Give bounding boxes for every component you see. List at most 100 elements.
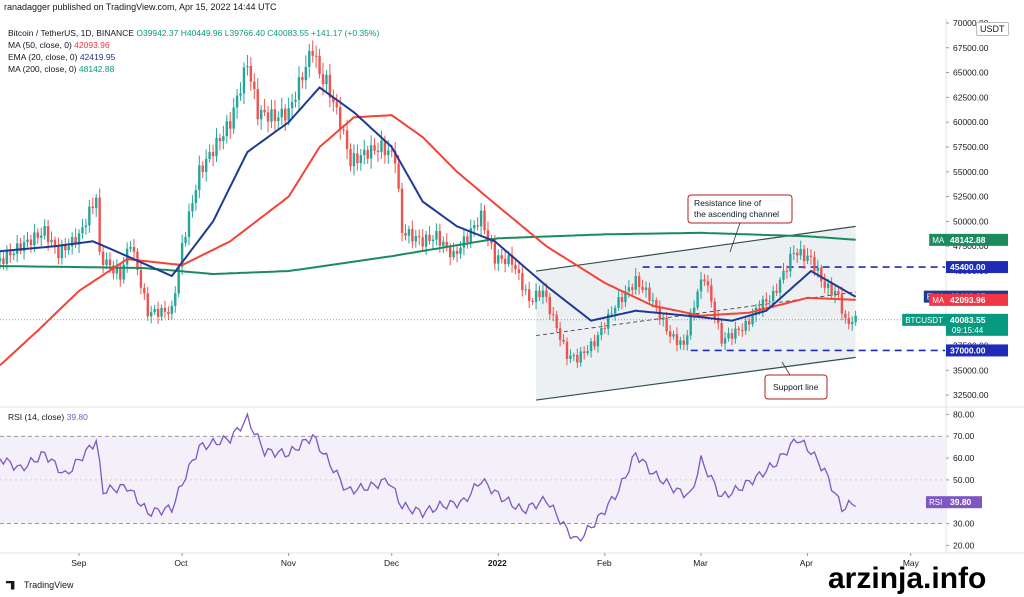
candle-body (9, 251, 12, 256)
candle (318, 48, 321, 79)
candle-body (129, 246, 132, 249)
candle-body (655, 300, 658, 308)
candle (218, 133, 222, 151)
time-tick-label: Apr (800, 558, 813, 568)
candle (12, 250, 15, 261)
candle (747, 315, 751, 332)
candle (603, 322, 607, 334)
candle-body (222, 136, 225, 142)
candle (455, 244, 459, 263)
time-tick-label: Mar (693, 558, 708, 568)
candle (696, 288, 699, 311)
candle-body (294, 99, 297, 102)
rsi-tick-label: 60.00 (953, 453, 975, 463)
candle-body (737, 328, 741, 331)
candle (562, 334, 565, 345)
candle (503, 251, 507, 273)
candle (19, 237, 22, 255)
candle (737, 326, 741, 336)
candle-body (15, 243, 19, 254)
candle (765, 292, 768, 308)
rsi-tick-label: 70.00 (953, 431, 975, 441)
candle-body (40, 235, 43, 238)
candle-body (840, 294, 844, 314)
candle (277, 111, 280, 130)
candle (256, 78, 259, 126)
candle (400, 182, 404, 242)
candle (796, 248, 799, 263)
candle (555, 310, 558, 333)
candle-body (263, 109, 266, 113)
candle (36, 228, 40, 244)
candle-body (311, 50, 314, 56)
candle (844, 310, 847, 324)
price-tick-label: 47500.00 (953, 241, 989, 251)
candle-body (473, 225, 476, 229)
currency-selector[interactable]: USDT (976, 22, 1009, 36)
candle (682, 334, 686, 351)
candle (81, 218, 84, 239)
candle-body (67, 246, 70, 251)
candle (43, 219, 46, 240)
candle (64, 237, 67, 258)
candle (497, 249, 500, 271)
candle-body (74, 237, 77, 245)
candle-body (77, 233, 81, 245)
legend-rsi-label: RSI (14, close) (8, 412, 65, 422)
candle-body (500, 255, 503, 259)
candle (431, 234, 435, 250)
candle (88, 199, 91, 233)
candle (160, 304, 163, 321)
candle-body (284, 108, 287, 121)
candle (541, 284, 545, 305)
candle-body (115, 267, 119, 274)
candle-body (105, 259, 108, 265)
candle (167, 306, 170, 320)
time-tick-label: Dec (384, 558, 400, 568)
candle-body (242, 67, 246, 94)
candle (249, 57, 253, 91)
candle-body (163, 307, 167, 312)
candle (675, 327, 679, 352)
candle (149, 305, 153, 324)
candle-body (854, 315, 857, 323)
candle-body (730, 333, 734, 339)
candle-body (833, 291, 837, 296)
tradingview-logo-icon (6, 580, 15, 590)
ema20-line (0, 86, 857, 322)
candle-body (156, 308, 160, 317)
candle-body (531, 300, 534, 302)
candle-body (521, 273, 524, 291)
candle-body (33, 232, 36, 246)
candle-body (555, 314, 558, 329)
candle-body (593, 341, 596, 347)
candle-body (335, 102, 338, 108)
candle (177, 263, 180, 298)
candle (734, 321, 737, 344)
candle-body (435, 231, 438, 240)
rsi-axis-tag-bg (926, 496, 946, 509)
candle-body (459, 247, 462, 254)
candle-body (476, 225, 479, 227)
candle (270, 99, 273, 128)
candle (363, 139, 366, 165)
candle (129, 240, 132, 253)
candle-body (338, 107, 342, 130)
candle (311, 40, 314, 63)
candle (462, 228, 466, 256)
candle-body (366, 149, 369, 159)
candle-body (479, 210, 483, 227)
candle (854, 310, 857, 326)
candle-body (617, 296, 620, 308)
candle (476, 217, 479, 231)
candle (589, 338, 593, 358)
candle-body (675, 334, 679, 345)
candle-body (387, 150, 390, 156)
candle-body (771, 290, 775, 302)
candle-body (785, 270, 789, 272)
legend-rsi-row: RSI (14, close) 39.80 (8, 412, 88, 422)
candle-body (600, 328, 603, 336)
candle-body (383, 140, 387, 156)
candle (521, 266, 524, 297)
